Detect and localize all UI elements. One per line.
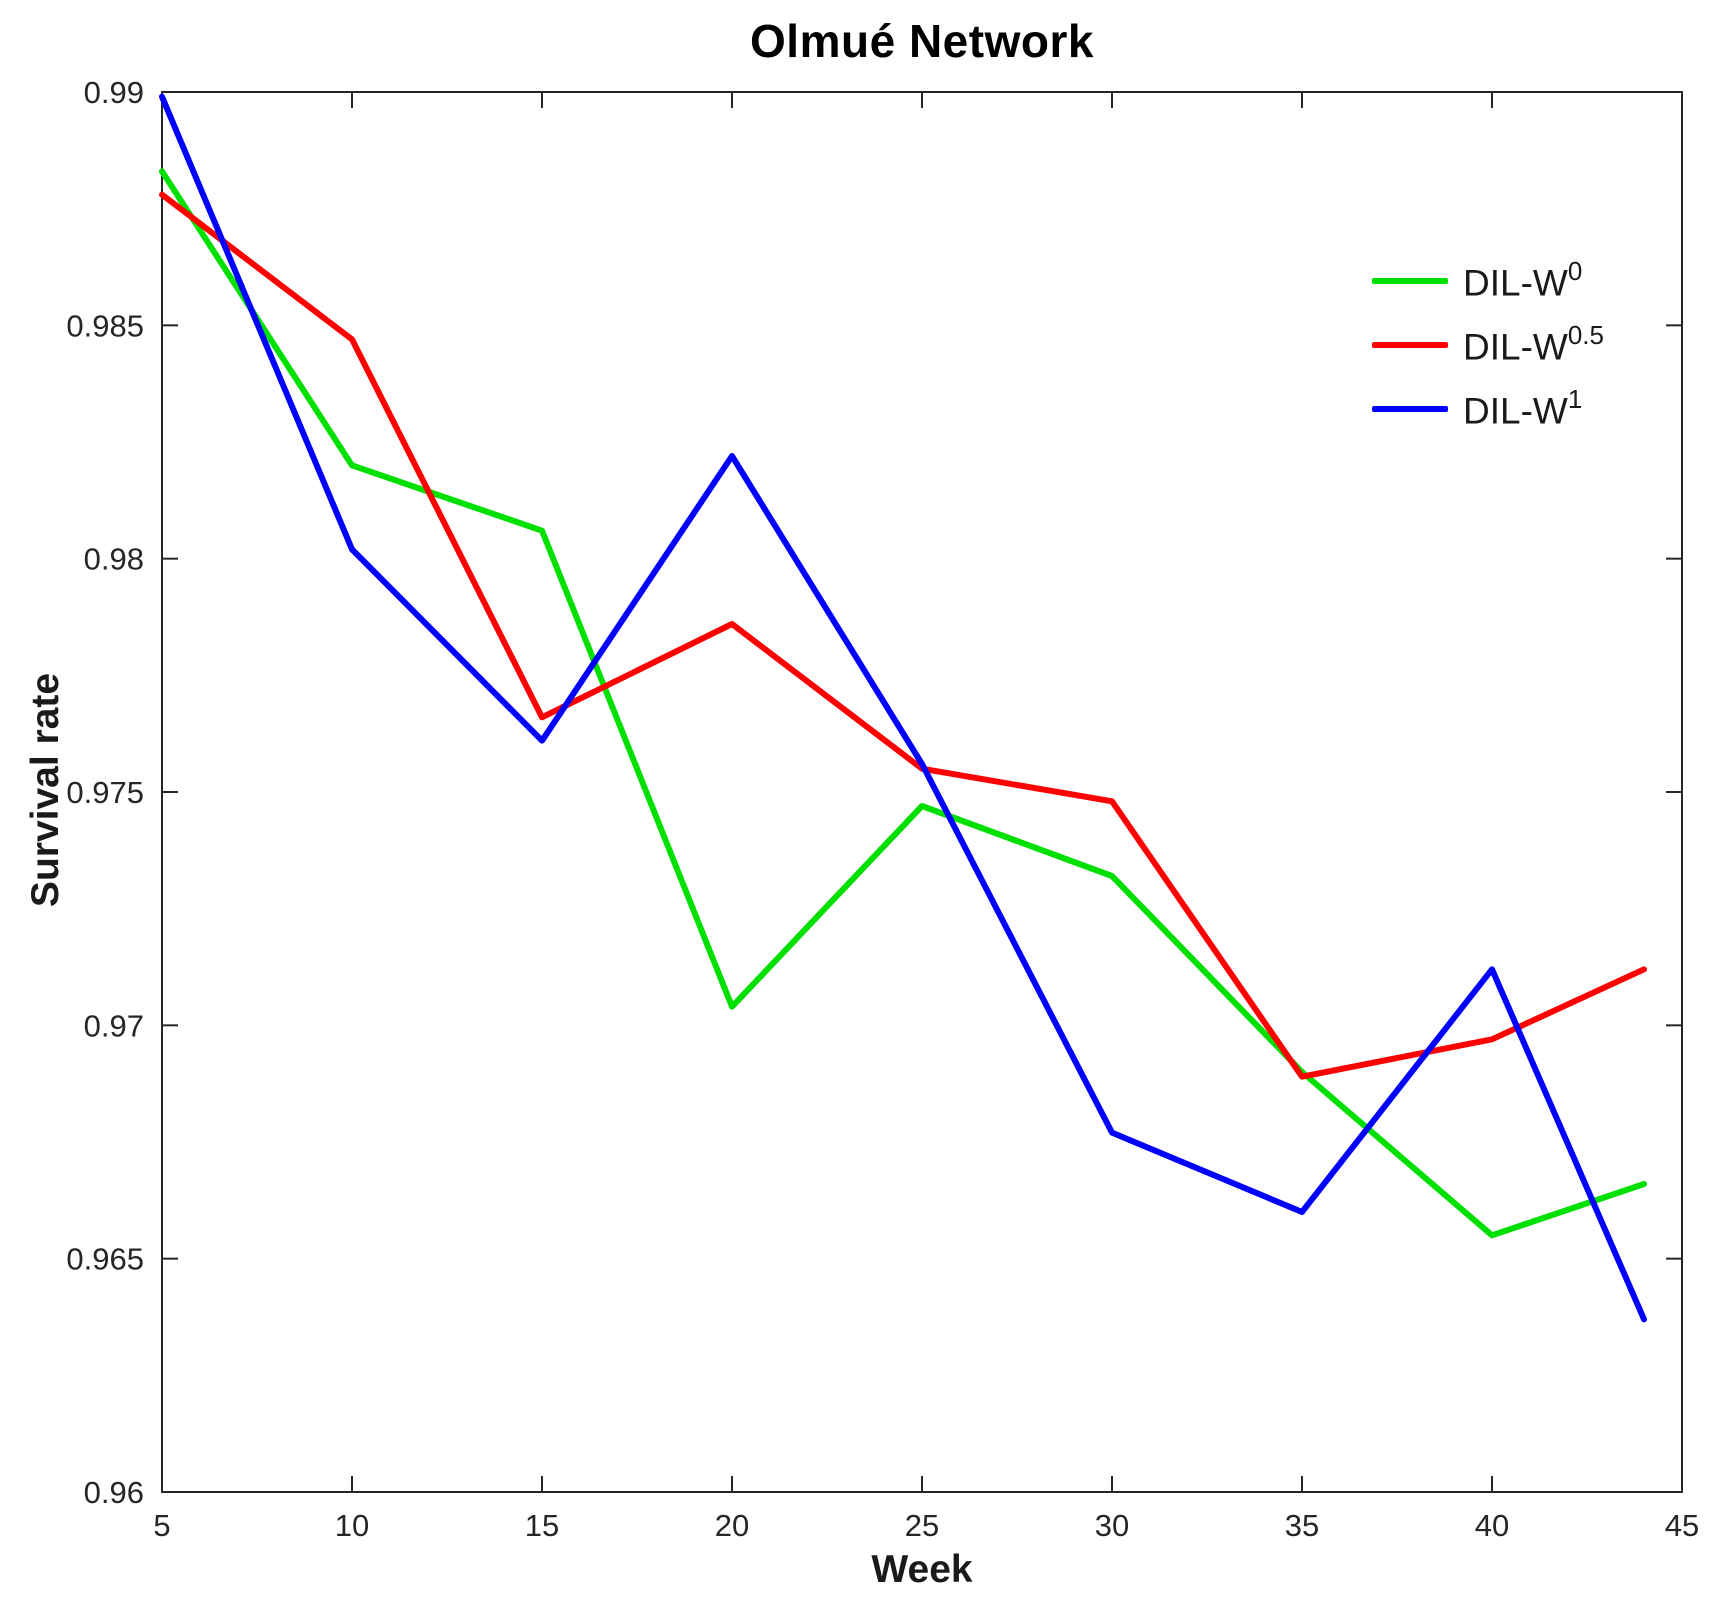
legend-entry: DIL-W0.5: [1372, 313, 1604, 377]
legend-line-swatch-dil-w1: [1372, 406, 1448, 412]
series-line-dil-w-1: [159, 93, 1647, 1323]
y-tick-label: 0.96: [84, 1475, 144, 1510]
x-tick-label: 5: [153, 1508, 170, 1543]
y-tick-label: 0.985: [66, 308, 144, 343]
x-tick-label: 45: [1665, 1508, 1699, 1543]
y-tick-label: 0.97: [84, 1008, 144, 1043]
legend-line-swatch-dil-w0: [1372, 278, 1448, 284]
legend-entry: DIL-W1: [1372, 377, 1604, 441]
legend-entry: DIL-W0: [1372, 249, 1604, 313]
legend-label-dil-w1: DIL-W1: [1463, 383, 1583, 432]
legend-label-dil-w05: DIL-W0.5: [1463, 319, 1604, 368]
y-tick-label: 0.975: [66, 775, 144, 810]
x-tick-label: 15: [525, 1508, 559, 1543]
legend-line-swatch-dil-w05: [1372, 342, 1448, 348]
legend-label-dil-w0: DIL-W0: [1463, 255, 1583, 304]
y-tick-label: 0.99: [84, 75, 144, 110]
y-tick-label: 0.98: [84, 542, 144, 577]
x-tick-label: 25: [905, 1508, 939, 1543]
y-tick-label: 0.965: [66, 1242, 144, 1277]
x-tick-label: 30: [1095, 1508, 1129, 1543]
x-tick-label: 40: [1475, 1508, 1509, 1543]
x-tick-label: 20: [715, 1508, 749, 1543]
x-axis-label: Week: [871, 1548, 973, 1591]
legend: DIL-W0 DIL-W0.5 DIL-W1: [1372, 249, 1604, 441]
chart-title: Olmué Network: [750, 15, 1094, 67]
x-tick-label: 35: [1285, 1508, 1319, 1543]
x-tick-label: 10: [335, 1508, 369, 1543]
series-line-dil-w-0: [159, 168, 1647, 1239]
